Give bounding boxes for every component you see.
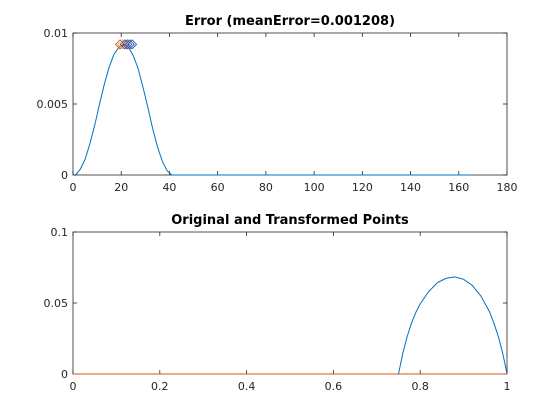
diamond-marker [122, 39, 133, 50]
y-tick-label: 0.01 [44, 27, 69, 40]
x-tick-label: 0.4 [238, 380, 256, 393]
error-title: Error (meanError=0.001208) [185, 14, 395, 29]
x-tick-label: 100 [304, 181, 325, 194]
y-tick-label: 0 [61, 169, 68, 182]
points-ticks: 0 0.2 0.4 0.6 0.8 1 0 0.05 0.1 [44, 226, 511, 393]
x-tick-label: 180 [497, 181, 518, 194]
x-tick-label: 60 [211, 181, 225, 194]
x-tick-label: 20 [114, 181, 128, 194]
diamond-marker [117, 39, 128, 50]
x-tick-label: 0.6 [325, 380, 343, 393]
error-plot-area [72, 32, 508, 176]
diamond-marker [126, 39, 138, 50]
x-tick-label: 0.8 [411, 380, 429, 393]
diamond-marker [124, 39, 135, 50]
x-tick-label: 0 [70, 380, 77, 393]
y-tick-label: 0.05 [44, 297, 69, 310]
y-tick-label: 0.1 [51, 226, 69, 239]
x-tick-label: 1 [504, 380, 511, 393]
points-title: Original and Transformed Points [171, 213, 409, 228]
x-tick-label: 0.2 [151, 380, 169, 393]
diamond-marker [119, 39, 130, 50]
x-tick-label: 160 [448, 181, 469, 194]
series-line-0 [398, 276, 508, 375]
error-ticks: 0 20 40 60 80 100 120 140 160 180 0 0.005 0.01 [37, 27, 518, 194]
error-axes: Error (meanError=0.001208) 0 20 40 60 80 100 1… [37, 14, 518, 194]
x-tick-label: 120 [352, 181, 373, 194]
diamond-marker [114, 39, 126, 50]
points-series [73, 276, 508, 375]
y-tick-label: 0.005 [37, 98, 69, 111]
points-axes: Original and Transformed Points 0 0.2 0.4 0… [44, 213, 511, 393]
series-line-0 [75, 43, 471, 176]
error-markers [114, 39, 138, 50]
x-tick-label: 140 [400, 181, 421, 194]
x-tick-label: 80 [259, 181, 273, 194]
points-plot-area [72, 231, 508, 375]
x-tick-label: 0 [70, 181, 77, 194]
x-tick-label: 40 [162, 181, 176, 194]
error-series [75, 43, 471, 176]
y-tick-label: 0 [61, 368, 68, 381]
